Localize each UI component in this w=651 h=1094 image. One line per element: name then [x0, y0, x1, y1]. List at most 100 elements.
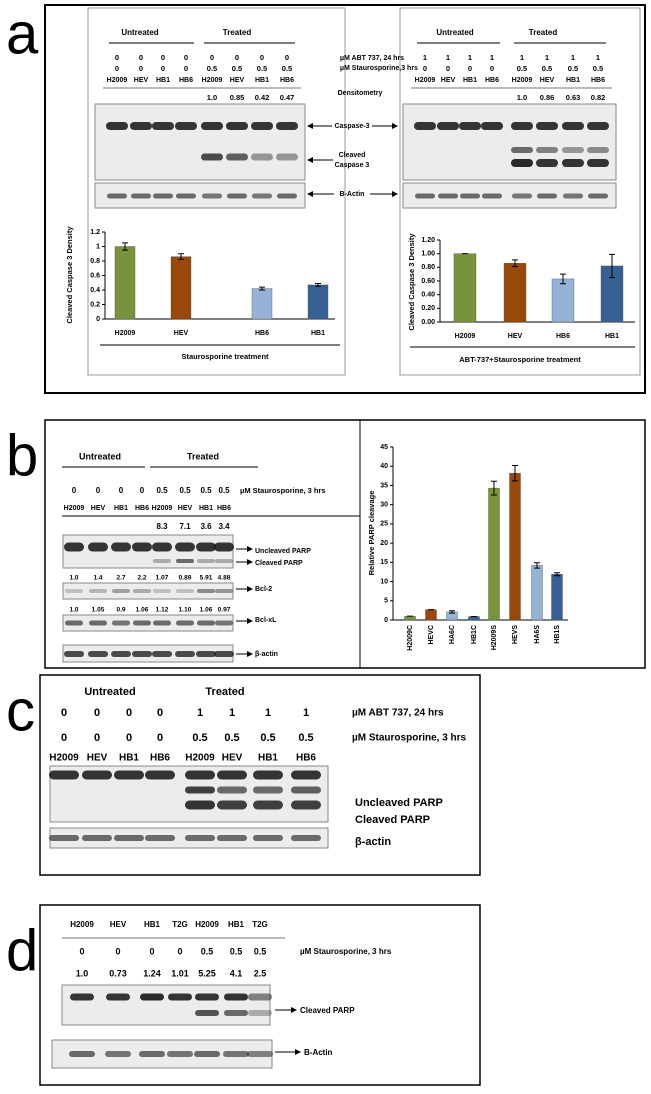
label: 0 [61, 707, 67, 719]
label: 0.85 [230, 93, 245, 102]
label: HB6 [150, 753, 170, 764]
band [511, 147, 533, 153]
band [226, 153, 248, 161]
band [482, 193, 502, 199]
y-tick-label: 0.6 [90, 272, 100, 279]
band [415, 193, 435, 199]
x-tick-label: HB1S [554, 625, 561, 644]
label: β-actin [355, 836, 391, 848]
label: 0.47 [280, 93, 295, 102]
band [587, 159, 609, 167]
band [185, 770, 215, 780]
band [152, 122, 174, 130]
y-tick-label: 45 [380, 444, 388, 451]
label: 0 [139, 64, 143, 73]
label: µM ABT 737, 24 hrs [340, 55, 404, 62]
band [201, 122, 223, 130]
band [152, 542, 172, 552]
x-tick-label: HA6S [534, 625, 541, 644]
y-tick-label: 0.80 [421, 264, 435, 271]
band [197, 589, 215, 593]
label: 0 [210, 53, 214, 62]
band [248, 993, 272, 1001]
band [89, 589, 107, 593]
bar [425, 609, 437, 621]
label: 0 [235, 53, 239, 62]
bar [551, 574, 563, 621]
band [291, 835, 321, 841]
band [251, 122, 273, 130]
label: 0 [94, 732, 100, 744]
label: 0 [285, 53, 289, 62]
label: 0 [126, 707, 132, 719]
y-tick-label: 1.20 [421, 237, 435, 244]
band [247, 1051, 273, 1057]
group-label: Untreated [84, 686, 135, 698]
band [588, 193, 608, 199]
label: Uncleaved PARP [355, 797, 443, 809]
label: 0.86 [540, 93, 555, 102]
band [197, 620, 215, 626]
y-tick-label: 0.4 [90, 287, 100, 294]
label: 0 [184, 64, 188, 73]
label: Cleaved PARP [255, 560, 303, 567]
label: HEV [540, 77, 555, 84]
label: 0 [468, 64, 472, 73]
band [107, 193, 127, 199]
blot [62, 582, 234, 600]
x-tick-label: H2009C [407, 625, 414, 651]
band [201, 153, 223, 161]
label: 0 [157, 732, 163, 744]
panel-letter: a [6, 1, 39, 66]
panel-letter: d [6, 918, 38, 983]
label: HB1 [199, 505, 213, 512]
label: 1.4 [93, 575, 102, 582]
blot [94, 103, 306, 181]
band [223, 1051, 249, 1057]
band [215, 559, 233, 563]
group-label: Untreated [121, 28, 158, 37]
label: 0.5 [179, 486, 191, 495]
band [132, 542, 152, 552]
y-axis-label: Relative PARP cleavage [367, 491, 376, 576]
label: 0.63 [566, 93, 581, 102]
label: 0.5 [207, 64, 217, 73]
band [512, 193, 532, 199]
label: 0 [96, 486, 101, 495]
label: 2.2 [137, 575, 146, 582]
label: 0 [115, 53, 119, 62]
x-tick-label: HEV [174, 330, 189, 337]
bar [531, 565, 543, 621]
y-tick-label: 20 [380, 540, 388, 547]
y-tick-label: 5 [384, 598, 388, 605]
band [65, 620, 83, 626]
band [64, 651, 84, 657]
label: 0 [446, 64, 450, 73]
label: 1.10 [179, 607, 192, 614]
x-axis-label: Staurosporine treatment [181, 352, 269, 361]
y-tick-label: 1.2 [90, 229, 100, 236]
label: Bcl-2 [255, 586, 272, 593]
x-tick-label: HB1 [311, 330, 325, 337]
y-tick-label: 10 [380, 578, 388, 585]
label: 1.05 [92, 607, 105, 614]
band [252, 193, 272, 199]
error-bar [449, 610, 455, 614]
bar [551, 278, 575, 323]
label: Cleaved [339, 152, 366, 159]
y-tick-label: 1 [96, 243, 100, 250]
label: 0.5 [568, 64, 578, 73]
label: B-Actin [340, 191, 365, 198]
panel-a-right-frame [399, 7, 641, 376]
band [226, 122, 248, 130]
y-tick-label: 30 [380, 502, 388, 509]
label: 3.6 [200, 522, 212, 531]
bar [509, 472, 521, 621]
label: HB6 [217, 505, 231, 512]
band [253, 770, 283, 780]
band [130, 122, 152, 130]
label: 1.24 [143, 968, 161, 978]
label: T2G [172, 920, 188, 929]
label: HB6 [485, 77, 499, 84]
